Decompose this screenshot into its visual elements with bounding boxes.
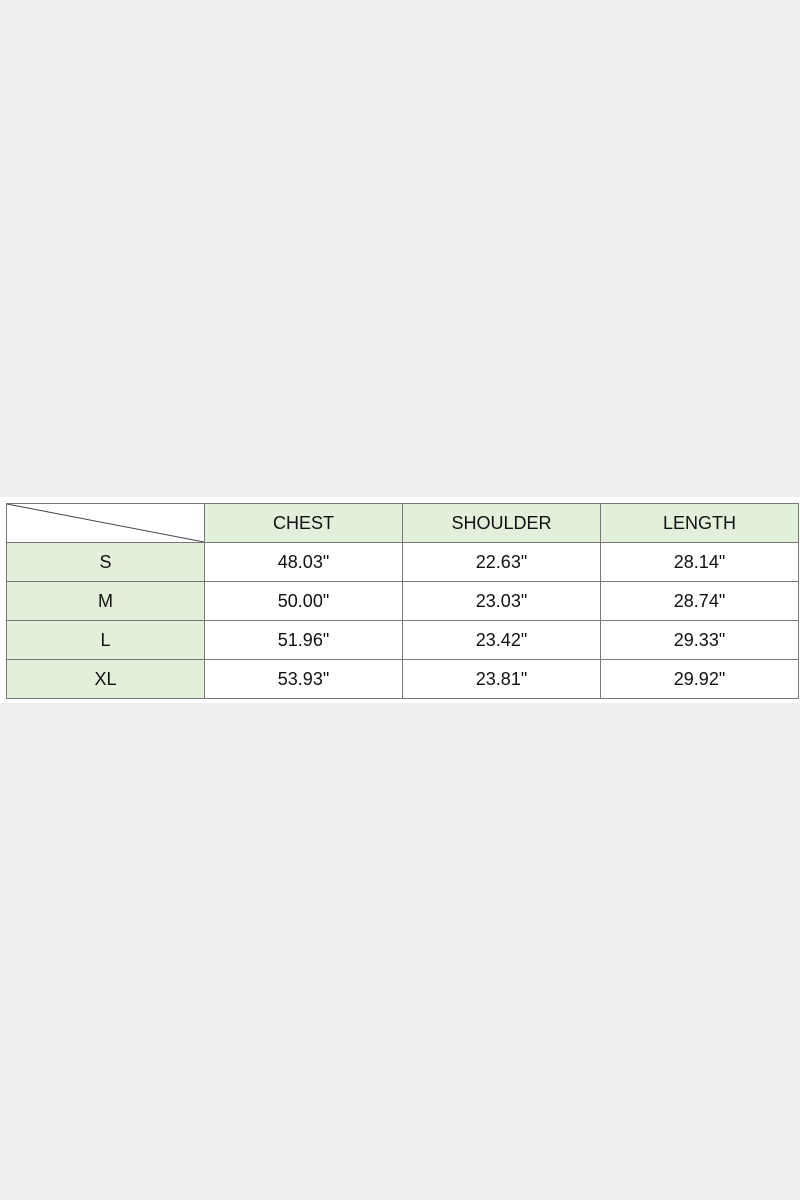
- size-chart-table: CHEST SHOULDER LENGTH S 48.03" 22.63" 28…: [6, 503, 799, 699]
- cell: 22.63": [402, 542, 601, 582]
- cell: 23.81": [402, 659, 601, 699]
- size-label: S: [6, 542, 205, 582]
- cell: 51.96": [204, 620, 403, 660]
- header-row: CHEST SHOULDER LENGTH: [6, 503, 799, 543]
- cell: 28.74": [600, 581, 799, 621]
- table-row: S 48.03" 22.63" 28.14": [6, 542, 799, 582]
- size-label: XL: [6, 659, 205, 699]
- cell: 29.92": [600, 659, 799, 699]
- table-row: XL 53.93" 23.81" 29.92": [6, 659, 799, 699]
- header-length: LENGTH: [600, 503, 799, 543]
- cell: 50.00": [204, 581, 403, 621]
- cell: 23.42": [402, 620, 601, 660]
- header-chest: CHEST: [204, 503, 403, 543]
- size-label: L: [6, 620, 205, 660]
- cell: 28.14": [600, 542, 799, 582]
- header-shoulder: SHOULDER: [402, 503, 601, 543]
- cell: 23.03": [402, 581, 601, 621]
- diagonal-divider: [7, 504, 204, 542]
- table-row: M 50.00" 23.03" 28.74": [6, 581, 799, 621]
- table-row: L 51.96" 23.42" 29.33": [6, 620, 799, 660]
- cell: 29.33": [600, 620, 799, 660]
- cell: 53.93": [204, 659, 403, 699]
- corner-cell: [6, 503, 205, 543]
- size-label: M: [6, 581, 205, 621]
- cell: 48.03": [204, 542, 403, 582]
